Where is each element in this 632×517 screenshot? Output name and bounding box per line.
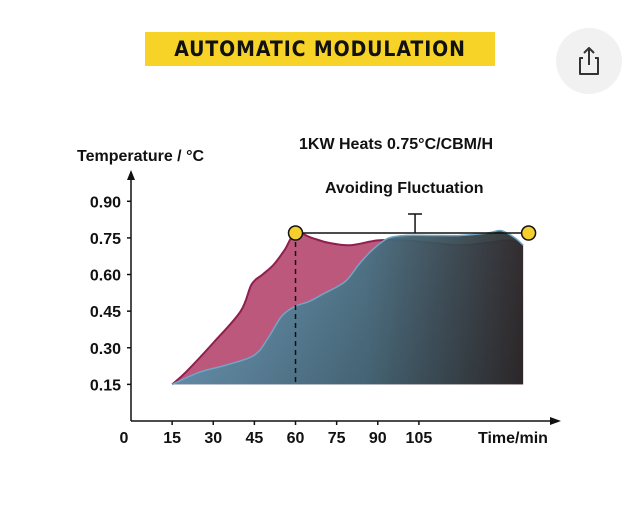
marker-point xyxy=(520,225,537,241)
marker-point xyxy=(287,225,304,241)
y-tick-label: 0.30 xyxy=(90,341,121,358)
banner: AUTOMATIC MODULATION xyxy=(145,32,495,66)
series-b-line xyxy=(171,229,524,386)
y-tick-label: 0.90 xyxy=(90,194,121,211)
x-tick-label: 15 xyxy=(163,430,181,447)
banner-title: AUTOMATIC MODULATION xyxy=(174,37,466,61)
x-tick-label: 30 xyxy=(204,430,222,447)
y-tick-label: 0.60 xyxy=(90,268,121,285)
share-button[interactable] xyxy=(556,28,622,94)
x-tick-label: 75 xyxy=(328,430,346,447)
x-tick-label: 90 xyxy=(369,430,387,447)
share-icon xyxy=(579,47,599,75)
y-tick-label: 0.45 xyxy=(90,304,121,321)
x-axis-arrow xyxy=(550,417,561,425)
x-tick-label: 105 xyxy=(406,430,433,447)
x-tick-label: 60 xyxy=(287,430,305,447)
annotation-bracket xyxy=(408,213,423,234)
y-tick-label: 0.75 xyxy=(90,231,121,248)
annotation-label: Avoiding Fluctuation xyxy=(325,180,484,197)
y-tick-label: 0.15 xyxy=(90,377,121,394)
x-axis-label: Time/min xyxy=(478,430,548,447)
y-axis-label: Temperature / °C xyxy=(77,148,204,165)
x-tick-label: 45 xyxy=(245,430,263,447)
x-tick-label: 0 xyxy=(120,430,129,447)
chart-subtitle: 1KW Heats 0.75°C/CBM/H xyxy=(299,136,493,153)
series-b-shade xyxy=(172,230,524,385)
y-axis-arrow xyxy=(127,170,135,180)
